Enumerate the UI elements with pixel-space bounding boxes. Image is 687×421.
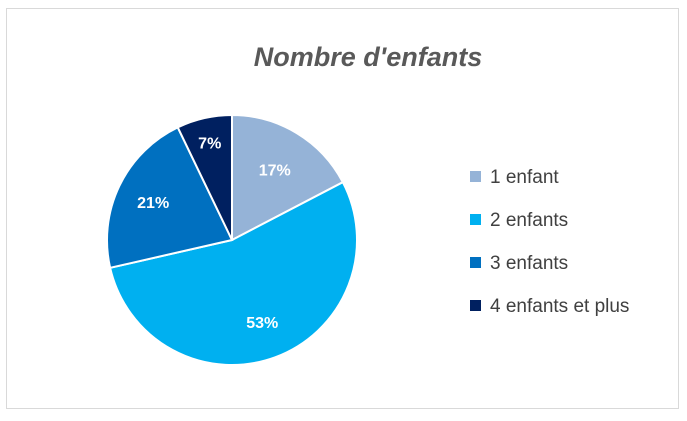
pie-slice-4-enfants-et-plus bbox=[176, 113, 233, 241]
legend-label-2-enfants: 2 enfants bbox=[490, 210, 568, 231]
legend-label-1-enfant: 1 enfant bbox=[490, 167, 559, 188]
pie-slice-2-enfants bbox=[108, 180, 358, 366]
legend-swatch-3-enfants bbox=[470, 257, 481, 268]
pie-slice-3-enfants bbox=[106, 126, 234, 270]
legend-swatch-1-enfant bbox=[470, 171, 481, 182]
legend-label-3-enfants: 3 enfants bbox=[490, 253, 568, 274]
legend-swatch-4-enfants-et-plus bbox=[470, 300, 481, 311]
pie-labels: 17% 53% 21% 7% bbox=[137, 136, 291, 333]
legend-label-4-enfants-et-plus: 4 enfants et plus bbox=[490, 296, 629, 317]
data-label-4-enfants-et-plus: 7% bbox=[198, 136, 221, 153]
data-label-1-enfant: 17% bbox=[259, 162, 291, 179]
data-label-3-enfants: 21% bbox=[137, 195, 169, 212]
legend-swatch-2-enfants bbox=[470, 214, 481, 225]
pie-slices bbox=[106, 113, 358, 366]
data-label-2-enfants: 53% bbox=[246, 315, 278, 332]
pie-slice-1-enfant bbox=[231, 113, 345, 242]
legend: 1 enfant 2 enfants 3 enfants 4 enfants et p… bbox=[470, 167, 629, 317]
chart-title: Nombre d'enfants bbox=[254, 42, 482, 72]
